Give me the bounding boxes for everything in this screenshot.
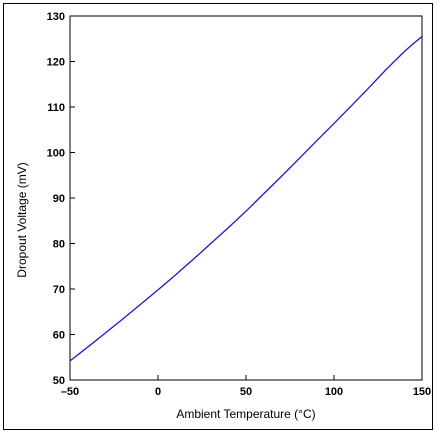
x-tick-label: 50 bbox=[240, 386, 252, 398]
plot-area bbox=[69, 15, 423, 381]
y-tick-label: 70 bbox=[53, 284, 65, 296]
y-tick-label: 120 bbox=[47, 57, 65, 69]
x-tick-label: 0 bbox=[155, 386, 161, 398]
y-tick-label: 100 bbox=[47, 148, 65, 160]
series-layer bbox=[69, 35, 423, 362]
y-tick-label: 110 bbox=[47, 102, 65, 114]
x-tick-label: –50 bbox=[61, 386, 79, 398]
x-axis-label: Ambient Temperature (°C) bbox=[176, 407, 315, 421]
chart-frame bbox=[3, 3, 433, 430]
x-tick-label: 150 bbox=[413, 386, 431, 398]
y-tick-label: 130 bbox=[47, 11, 65, 23]
y-tick-label: 50 bbox=[53, 375, 65, 387]
series-line bbox=[69, 35, 423, 362]
y-axis-label: Dropout Voltage (mV) bbox=[15, 162, 29, 277]
y-tick-label: 80 bbox=[53, 239, 65, 251]
plot-border bbox=[69, 15, 423, 381]
x-tick-label: 100 bbox=[325, 386, 343, 398]
y-tick-label: 60 bbox=[53, 330, 65, 342]
y-axis-ticks: 50 60 70 80 90 100 110 120 130 bbox=[47, 11, 75, 387]
x-axis-ticks: –50 0 50 100 150 bbox=[61, 375, 431, 398]
y-tick-label: 90 bbox=[53, 193, 65, 205]
